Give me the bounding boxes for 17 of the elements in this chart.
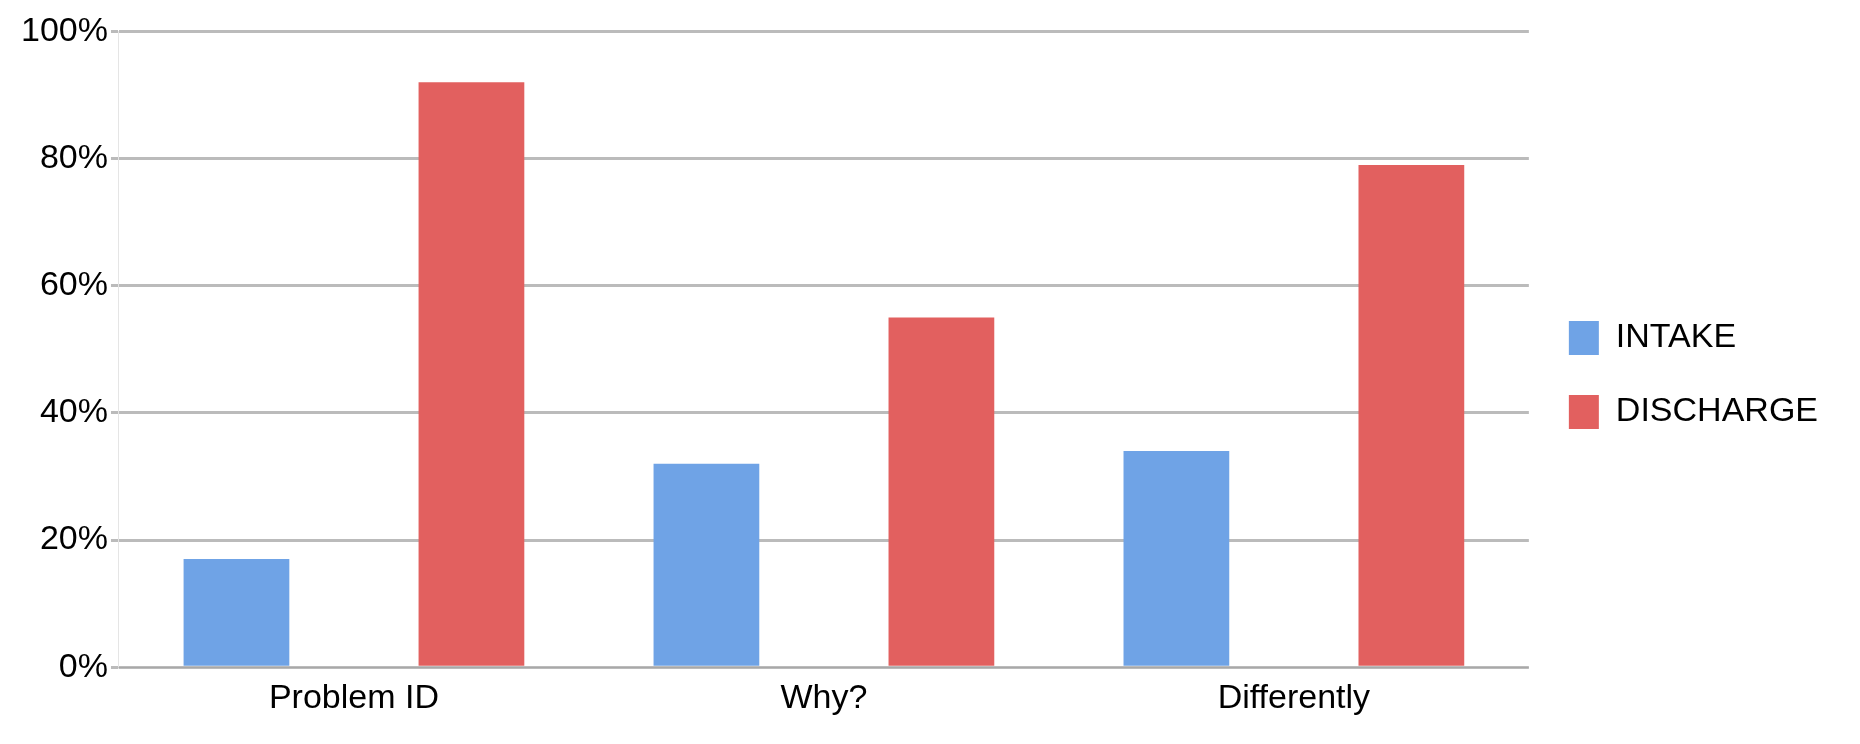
legend-label: DISCHARGE <box>1615 390 1818 429</box>
y-tick-label: 0% <box>58 645 108 684</box>
x-tick-label: Differently <box>1217 676 1371 715</box>
x-tick-label: Problem ID <box>268 676 439 715</box>
y-tick-label: 40% <box>39 391 108 430</box>
y-tick-label: 100% <box>20 9 108 48</box>
bar <box>888 317 995 666</box>
bar <box>653 463 760 666</box>
x-tick-label: Why? <box>780 676 868 715</box>
bar <box>1358 164 1465 666</box>
y-tick-label: 60% <box>39 264 108 303</box>
legend-label: INTAKE <box>1615 316 1737 355</box>
y-tick-label: 80% <box>39 136 108 175</box>
y-tick-label: 20% <box>39 518 108 557</box>
bar <box>183 559 290 666</box>
bar <box>418 82 525 666</box>
bar <box>1123 451 1230 666</box>
